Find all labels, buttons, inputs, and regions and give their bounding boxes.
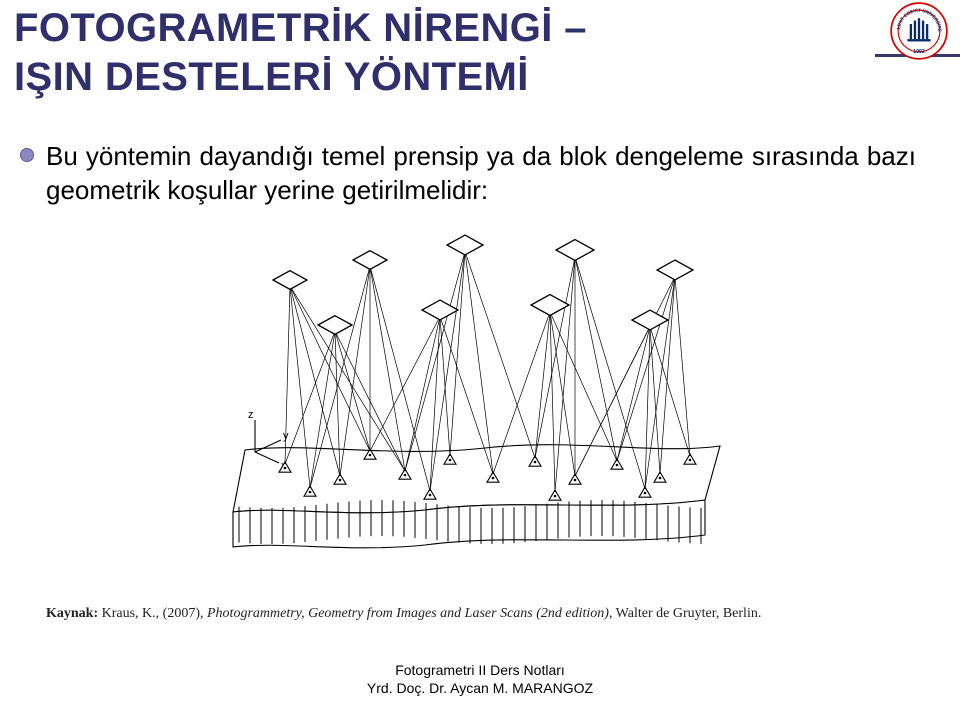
- logo-year: 1992: [913, 49, 925, 55]
- citation-part1: Kraus, K., (2007),: [98, 606, 207, 621]
- svg-text:z: z: [248, 409, 254, 421]
- citation-italic: Photogrammetry, Geometry from Images and…: [207, 606, 609, 621]
- title-band: FOTOGRAMETRİK NİRENGİ – IŞIN DESTELERİ Y…: [0, 0, 960, 120]
- footer-line-2: Yrd. Doç. Dr. Aycan M. MARANGOZ: [0, 680, 960, 698]
- slide-footer: Fotogrametri II Ders Notları Yrd. Doç. D…: [0, 662, 960, 697]
- title-line-1: FOTOGRAMETRİK NİRENGİ –: [14, 6, 587, 50]
- slide: FOTOGRAMETRİK NİRENGİ – IŞIN DESTELERİ Y…: [0, 0, 960, 703]
- bullet-icon: [20, 148, 34, 162]
- slide-title: FOTOGRAMETRİK NİRENGİ – IŞIN DESTELERİ Y…: [14, 4, 587, 102]
- university-logo: BÜLENT ECEVİT ÜNİVERSİTESİ 1992: [890, 2, 948, 60]
- citation-part2: , Walter de Gruyter, Berlin.: [609, 606, 761, 621]
- body-paragraph: Bu yöntemin dayandığı temel prensip ya d…: [46, 140, 916, 208]
- footer-line-1: Fotogrametri II Ders Notları: [0, 662, 960, 680]
- citation: Kaynak: Kraus, K., (2007), Photogrammetr…: [46, 605, 916, 623]
- bundle-block-diagram: zyx: [215, 220, 745, 560]
- title-line-2: IŞIN DESTELERİ YÖNTEMİ: [14, 53, 587, 102]
- citation-label: Kaynak:: [46, 606, 98, 621]
